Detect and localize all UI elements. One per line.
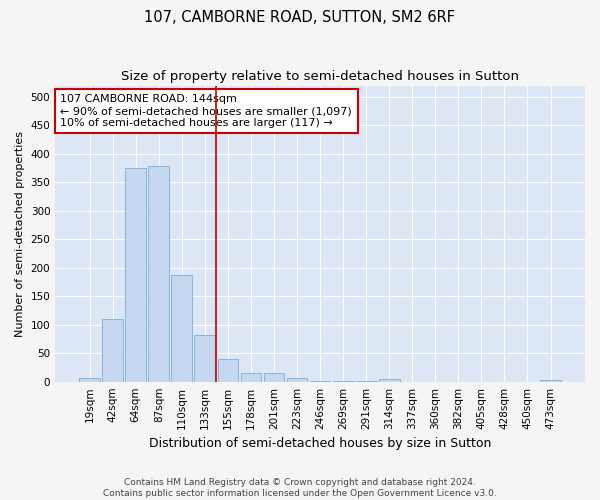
Text: 107 CAMBORNE ROAD: 144sqm
← 90% of semi-detached houses are smaller (1,097)
10% : 107 CAMBORNE ROAD: 144sqm ← 90% of semi-… bbox=[61, 94, 352, 128]
Bar bbox=[218, 359, 238, 382]
Text: 107, CAMBORNE ROAD, SUTTON, SM2 6RF: 107, CAMBORNE ROAD, SUTTON, SM2 6RF bbox=[145, 10, 455, 25]
Bar bbox=[148, 166, 169, 382]
Bar bbox=[356, 381, 377, 382]
Bar bbox=[241, 373, 262, 382]
Title: Size of property relative to semi-detached houses in Sutton: Size of property relative to semi-detach… bbox=[121, 70, 519, 83]
Text: Contains HM Land Registry data © Crown copyright and database right 2024.
Contai: Contains HM Land Registry data © Crown c… bbox=[103, 478, 497, 498]
Bar bbox=[125, 168, 146, 382]
Bar bbox=[540, 380, 561, 382]
X-axis label: Distribution of semi-detached houses by size in Sutton: Distribution of semi-detached houses by … bbox=[149, 437, 491, 450]
Bar bbox=[194, 335, 215, 382]
Bar bbox=[310, 380, 331, 382]
Bar bbox=[263, 372, 284, 382]
Bar bbox=[379, 379, 400, 382]
Bar bbox=[333, 381, 353, 382]
Bar bbox=[172, 274, 192, 382]
Bar bbox=[287, 378, 307, 382]
Bar bbox=[102, 319, 123, 382]
Bar bbox=[79, 378, 100, 382]
Y-axis label: Number of semi-detached properties: Number of semi-detached properties bbox=[15, 130, 25, 336]
